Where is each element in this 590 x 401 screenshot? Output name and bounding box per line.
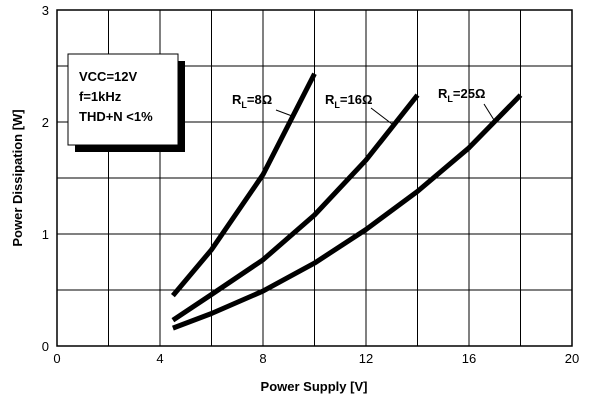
label-rl-25-pointer (483, 103, 495, 121)
plot-frame (56, 9, 573, 347)
conditions-box: VCC=12V f=1kHz THD+N <1% (67, 53, 185, 152)
curve-rl-25 (172, 93, 523, 331)
x-tick-label: 12 (359, 351, 373, 366)
x-tick-label: 0 (53, 351, 60, 366)
condition-vcc: VCC=12V (79, 69, 137, 84)
series-labels: RL=8Ω RL=16Ω RL=25Ω (232, 86, 485, 110)
x-tick-label: 4 (156, 351, 163, 366)
x-axis-label: Power Supply [V] (261, 379, 368, 394)
y-tick-label: 0 (42, 339, 49, 354)
curves (170, 72, 523, 331)
condition-thd: THD+N <1% (79, 109, 153, 124)
grid (57, 10, 572, 346)
y-axis-label: Power Dissipation [W] (10, 109, 25, 246)
x-tick-label: 8 (259, 351, 266, 366)
x-tick-label: 16 (462, 351, 476, 366)
label-rl-16: RL=16Ω (325, 92, 372, 110)
curve-rl-8 (170, 72, 317, 298)
plot-border (56, 9, 573, 347)
condition-frequency: f=1kHz (79, 89, 122, 104)
conditions-box-frame (67, 53, 179, 146)
label-rl-25: RL=25Ω (438, 86, 485, 104)
curve-rl-16 (171, 93, 420, 323)
y-tick-label: 3 (42, 3, 49, 18)
y-tick-label: 1 (42, 227, 49, 242)
label-rl-16-pointer (370, 107, 393, 125)
x-tick-label: 20 (565, 351, 579, 366)
label-rl-8: RL=8Ω (232, 92, 272, 110)
y-tick-label: 2 (42, 115, 49, 130)
x-tick-labels: 0 4 8 12 16 20 (53, 351, 579, 366)
label-pointers (275, 103, 495, 125)
label-rl-8-pointer (275, 109, 293, 117)
y-tick-labels: 0 1 2 3 (42, 3, 49, 354)
